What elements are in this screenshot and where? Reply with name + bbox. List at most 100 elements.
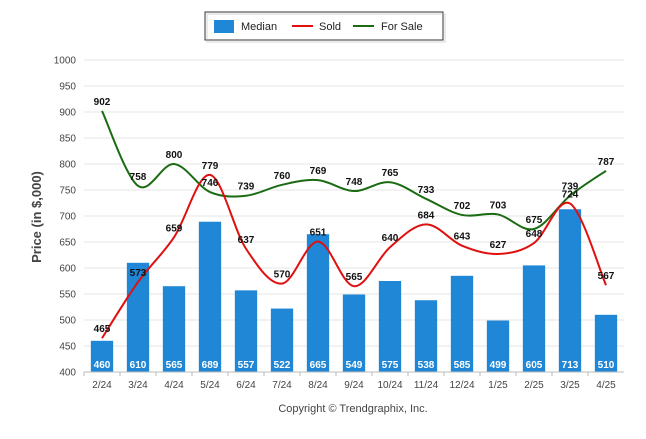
for-sale-point-label: 703 (490, 200, 507, 211)
x-tick-label-8-24: 8/24 (308, 380, 328, 391)
x-tick-label-4-25: 4/25 (596, 380, 616, 391)
median-bar (90, 340, 114, 372)
for-sale-point-label: 769 (310, 166, 327, 177)
median-bar (522, 265, 546, 372)
y-tick-label-900: 900 (59, 108, 76, 119)
y-tick-label-400: 400 (59, 368, 76, 379)
median-bar (342, 294, 366, 372)
y-tick-label-600: 600 (59, 264, 76, 275)
for-sale-point-label: 758 (130, 172, 147, 183)
sold-point-label: 640 (382, 233, 399, 244)
y-tick-label-500: 500 (59, 316, 76, 327)
median-bar-label: 585 (454, 360, 471, 371)
sold-point-label: 627 (490, 240, 507, 251)
sold-point-label: 659 (166, 223, 183, 234)
axes: 400 450 500 550 600 650 700 750 800 850 900 950 1000… (54, 56, 624, 391)
y-tick-label-550: 550 (59, 290, 76, 301)
for-sale-point-label: 733 (418, 185, 435, 196)
y-tick-label-800: 800 (59, 160, 76, 171)
y-tick-label-750: 750 (59, 186, 76, 197)
y-tick-label-700: 700 (59, 212, 76, 223)
x-tick-label-2-24: 2/24 (92, 380, 112, 391)
x-tick-label-7-24: 7/24 (272, 380, 292, 391)
legend: Median Sold For Sale (204, 11, 446, 43)
x-tick-label-1-25: 1/25 (488, 380, 508, 391)
for-sale-point-label: 702 (454, 201, 471, 212)
for-sale-point-label: 748 (346, 177, 363, 188)
median-bar-label: 538 (418, 360, 435, 371)
legend-swatch-median (214, 20, 234, 33)
series-lines (101, 110, 607, 339)
for-sale-point-label: 760 (274, 171, 291, 182)
median-bar (486, 320, 510, 372)
for-sale-line (101, 110, 607, 231)
median-bar-label: 713 (562, 360, 579, 371)
sold-point-label: 573 (130, 268, 147, 279)
median-bar (450, 275, 474, 372)
sold-point-label: 565 (346, 272, 363, 283)
x-tick-label-2-25: 2/25 (524, 380, 544, 391)
y-tick-label-850: 850 (59, 134, 76, 145)
sold-point-label: 648 (526, 229, 543, 240)
x-tick-label-3-24: 3/24 (128, 380, 148, 391)
sold-point-label: 651 (310, 227, 327, 238)
for-sale-point-label: 739 (562, 182, 579, 193)
median-bar (162, 286, 186, 372)
for-sale-point-label: 765 (382, 168, 399, 179)
median-bars (90, 209, 618, 372)
sold-line (101, 173, 607, 339)
x-tick-label-11-24: 11/24 (414, 380, 439, 391)
median-bar (378, 281, 402, 372)
for-sale-point-label: 675 (526, 215, 543, 226)
y-axis-title: Price (in $,000) (29, 171, 44, 263)
legend-label-sold: Sold (319, 21, 341, 33)
y-tick-label-650: 650 (59, 238, 76, 249)
x-tick-label-3-25: 3/25 (560, 380, 580, 391)
median-bar-label: 499 (490, 360, 507, 371)
median-bar-label: 665 (310, 360, 327, 371)
median-bar-label: 522 (274, 360, 291, 371)
x-tick-label-5-24: 5/24 (200, 380, 220, 391)
data-labels: 460 610 565 689 557 522 665 549 575 538 585 499 605 7… (94, 97, 615, 371)
for-sale-point-label: 902 (94, 97, 111, 108)
median-bar-label: 610 (130, 360, 147, 371)
x-tick-label-9-24: 9/24 (344, 380, 364, 391)
x-tick-label-10-24: 10/24 (377, 380, 402, 391)
median-bar (270, 308, 294, 372)
sold-point-label: 643 (454, 232, 471, 243)
median-bar-label: 510 (598, 360, 615, 371)
median-bar-label: 575 (382, 360, 399, 371)
legend-label-median: Median (241, 21, 277, 33)
median-bar (234, 290, 258, 372)
median-bar-label: 605 (526, 360, 543, 371)
for-sale-point-label: 739 (238, 182, 255, 193)
median-bar-label: 557 (238, 360, 255, 371)
sold-point-label: 724 (562, 190, 579, 201)
legend-label-for-sale: For Sale (381, 21, 423, 33)
sold-point-label: 779 (202, 161, 219, 172)
y-tick-label-1000: 1000 (54, 56, 77, 67)
x-tick-label-12-24: 12/24 (449, 380, 474, 391)
y-tick-label-950: 950 (59, 82, 76, 93)
median-bar (558, 209, 582, 372)
for-sale-point-label: 787 (598, 157, 615, 168)
median-bar (414, 300, 438, 372)
sold-point-label: 570 (274, 270, 291, 281)
median-bar-label: 460 (94, 360, 111, 371)
median-bar (306, 234, 330, 372)
median-bar-label: 549 (346, 360, 363, 371)
for-sale-point-label: 746 (202, 178, 219, 189)
median-bar-label: 689 (202, 360, 219, 371)
sold-point-label: 465 (94, 324, 111, 335)
x-tick-label-6-24: 6/24 (236, 380, 256, 391)
median-bar-label: 565 (166, 360, 183, 371)
x-tick-label-4-24: 4/24 (164, 380, 184, 391)
median-bar (126, 262, 150, 372)
sold-point-label: 637 (238, 235, 255, 246)
for-sale-point-label: 800 (166, 150, 183, 161)
copyright-text: Copyright © Trendgraphix, Inc. (278, 403, 427, 415)
sold-point-label: 684 (418, 210, 435, 221)
y-tick-label-450: 450 (59, 342, 76, 353)
